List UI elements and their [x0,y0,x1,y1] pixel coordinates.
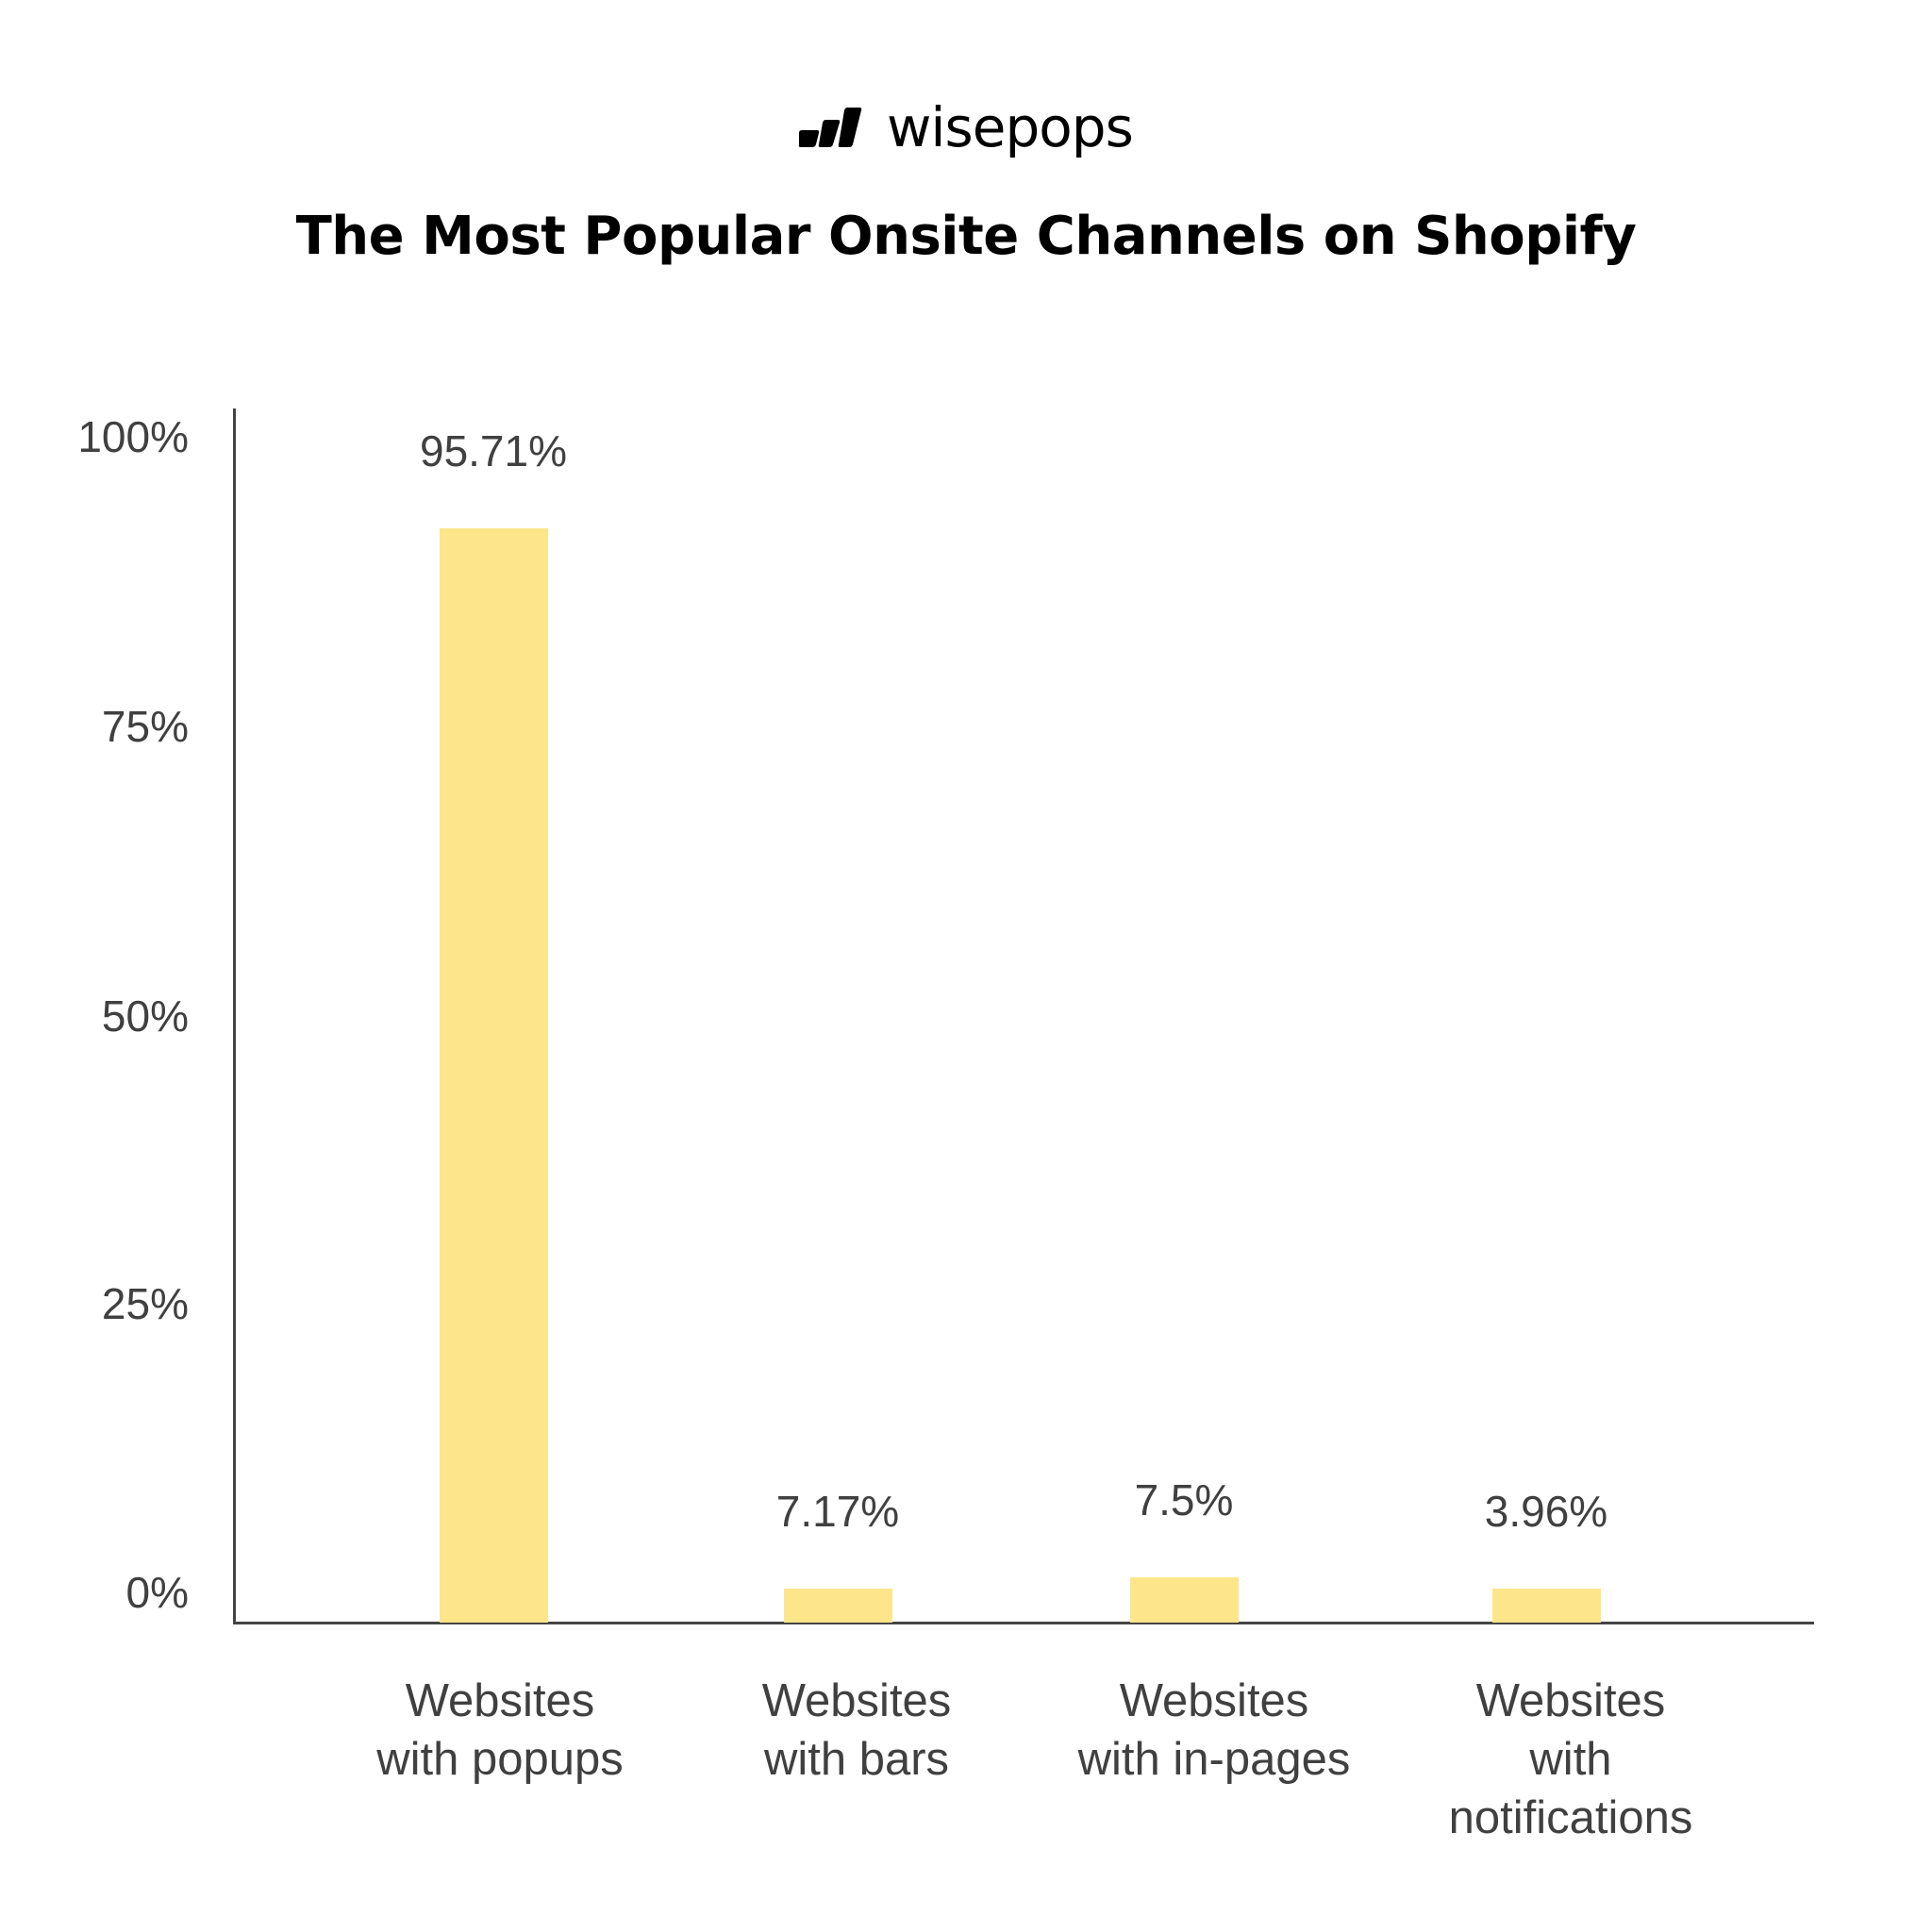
y-tick-label: 25% [101,1279,189,1328]
y-axis-line [233,408,236,1624]
category-label-popups: Websites with popups [321,1672,679,1789]
bar-popups [440,528,548,1623]
y-tick-label: 0% [125,1568,189,1617]
category-label-line: with bars [763,1734,950,1785]
wisepops-logo-icon [798,108,862,147]
category-label-line: Websites [1475,1675,1666,1726]
value-label-bars: 7.17% [775,1487,900,1536]
category-label-line: with [1529,1734,1612,1785]
category-label-line: with in-pages [1077,1734,1351,1785]
category-label-bars: Websites with bars [677,1672,1036,1789]
category-label-line: Websites [1119,1675,1309,1726]
x-axis-line [233,1622,1814,1624]
y-tick-label: 100% [77,412,189,461]
chart-title: The Most Popular Onsite Channels on Shop… [295,206,1637,267]
wisepops-wordmark: wisepops [887,95,1134,159]
value-label-in-pages: 7.5% [1134,1475,1234,1524]
category-label-line: Websites [761,1675,952,1726]
wisepops-logo: wisepops [798,94,1134,160]
category-label-line: Websites [405,1675,595,1726]
category-label-line: notifications [1448,1792,1693,1843]
bar-notifications [1492,1589,1601,1623]
value-label-popups: 95.71% [419,426,567,475]
category-label-in-pages: Websites with in-pages [1035,1672,1393,1789]
category-label-notifications: Websites with notifications [1391,1672,1750,1847]
value-label-notifications: 3.96% [1484,1487,1608,1536]
y-tick-label: 50% [101,991,189,1041]
bar-in-pages [1130,1577,1239,1623]
bar-bars [784,1589,892,1623]
category-label-line: with popups [376,1734,624,1785]
y-tick-label: 75% [101,702,189,751]
